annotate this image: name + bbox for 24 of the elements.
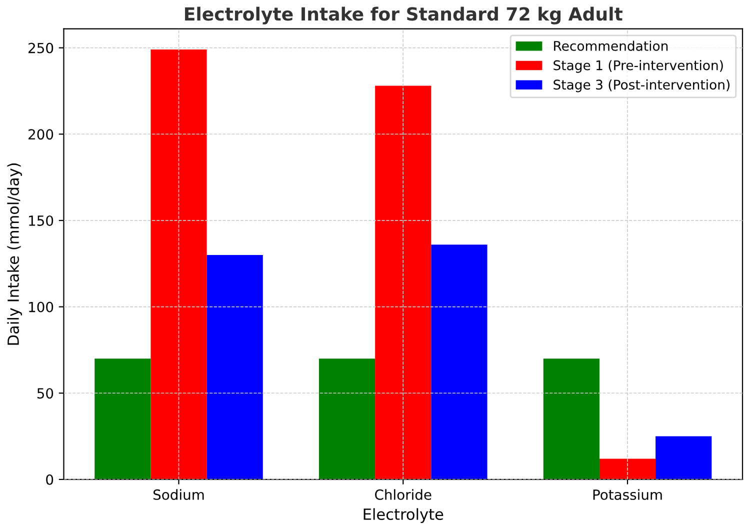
y-tick-label: 250 <box>28 42 54 54</box>
bar <box>656 436 712 480</box>
y-axis-title: Daily Intake (mmol/day) <box>7 163 22 345</box>
legend-label: Stage 1 (Pre-intervention) <box>554 60 723 73</box>
bar <box>150 50 207 480</box>
bar <box>94 358 151 480</box>
x-tick-label: Potassium <box>593 489 662 500</box>
y-tick-label: 0 <box>46 474 54 485</box>
bar <box>599 458 656 480</box>
legend-label: Stage 3 (Post-intervention) <box>554 79 730 92</box>
y-tick-label: 100 <box>29 302 54 312</box>
bar <box>543 358 600 480</box>
x-tick-label: Chloride <box>375 489 432 500</box>
legend-label: Recommendation <box>554 40 668 51</box>
x-axis-title: Electrolyte <box>364 508 444 523</box>
bar <box>431 244 488 480</box>
y-tick-label: 150 <box>29 215 54 226</box>
chart-title: Electrolyte Intake for Standard 72 kg Adult <box>185 6 622 24</box>
bar <box>318 358 376 480</box>
bar <box>206 255 263 480</box>
bar <box>375 86 432 480</box>
y-tick-label: 200 <box>28 129 54 140</box>
x-tick-label: Sodium <box>154 489 204 500</box>
y-tick-label: 50 <box>37 388 54 399</box>
